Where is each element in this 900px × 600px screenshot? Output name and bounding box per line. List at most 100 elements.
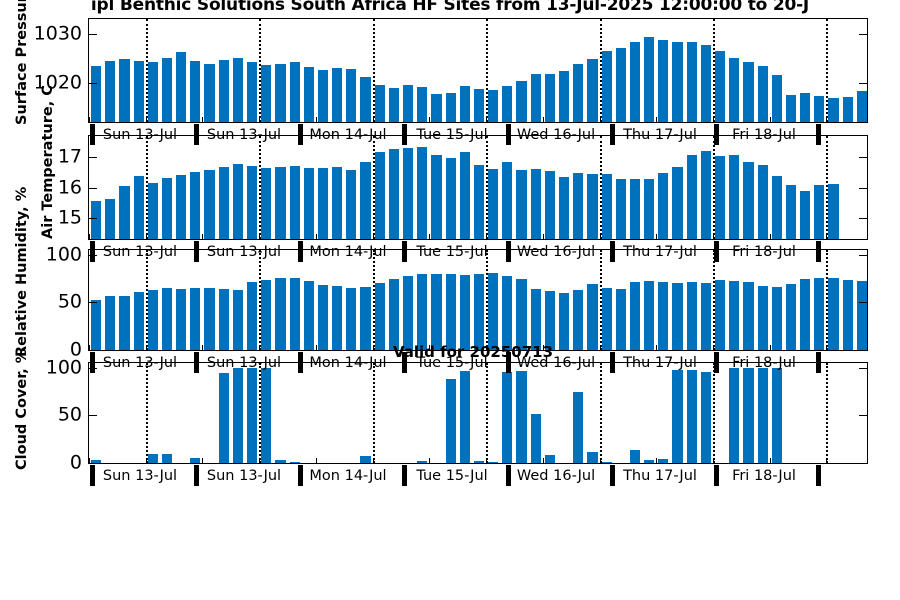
x-tick-mark <box>315 458 317 463</box>
day-separator-dotted <box>713 363 715 463</box>
y-tick-mark-right <box>859 368 868 370</box>
bar <box>601 173 612 239</box>
day-separator-dotted <box>145 363 148 463</box>
bar <box>275 278 286 350</box>
bar <box>261 279 272 350</box>
bar <box>303 168 314 239</box>
y-tick-label: 16 <box>57 176 82 198</box>
x-axis-band-label: Mon 14-Jul <box>309 468 387 484</box>
y-tick-mark-right <box>859 33 868 35</box>
x-axis-band-label: Fri 18-Jul <box>732 127 796 143</box>
bar <box>700 151 711 239</box>
bar <box>615 289 626 350</box>
bar <box>204 170 215 239</box>
bar <box>757 65 768 122</box>
x-axis-major-separator <box>506 465 512 486</box>
bar <box>828 278 839 350</box>
bar <box>346 287 357 350</box>
bar <box>445 92 456 122</box>
bar <box>459 152 470 239</box>
bar <box>147 453 158 463</box>
bar <box>176 289 187 350</box>
bar <box>90 66 102 122</box>
day-separator-dotted <box>486 250 489 350</box>
bar <box>218 373 229 463</box>
x-tick-mark <box>429 458 431 463</box>
bar <box>289 165 300 239</box>
bar <box>587 283 598 350</box>
bar <box>402 84 414 122</box>
y-tick-label: 100 <box>45 356 82 379</box>
y-tick-mark-right <box>859 302 868 304</box>
bar <box>771 368 782 463</box>
bar <box>842 279 853 350</box>
bar <box>516 169 527 239</box>
bar <box>771 175 782 239</box>
day-separator-dotted <box>826 19 829 122</box>
bar <box>587 174 598 239</box>
x-axis-band-label: Sun 13-Jul <box>206 127 282 143</box>
x-axis-band-label: Tue 15-Jul <box>416 127 488 143</box>
bar <box>814 95 825 122</box>
x-axis-band-label: Tue 15-Jul <box>416 355 488 371</box>
bar <box>303 67 314 122</box>
bar <box>700 282 711 350</box>
bar <box>601 51 612 122</box>
bar <box>856 280 867 350</box>
x-tick-mark <box>542 345 544 350</box>
bar <box>658 40 669 122</box>
y-tick-mark-right <box>859 415 868 417</box>
y-tick-mark <box>88 415 97 417</box>
x-axis-major-separator <box>402 352 408 373</box>
y-tick-label: 50 <box>57 403 82 426</box>
bar <box>246 281 258 350</box>
bar <box>246 166 258 239</box>
x-axis-major-separator <box>402 241 408 262</box>
bar <box>147 183 158 239</box>
day-separator-dotted <box>599 19 602 122</box>
bar <box>119 296 130 350</box>
bar <box>743 162 754 239</box>
x-tick-mark <box>89 117 90 122</box>
x-tick-mark <box>769 345 771 350</box>
day-separator-dotted <box>372 363 375 463</box>
bar <box>771 286 782 350</box>
bar <box>828 184 839 239</box>
x-tick-mark <box>542 458 544 463</box>
bar <box>558 70 570 122</box>
bar <box>232 57 243 122</box>
bar <box>133 60 144 122</box>
x-axis-band-label: Tue 15-Jul <box>416 468 488 484</box>
day-separator-dotted <box>372 250 375 350</box>
bar <box>658 459 669 463</box>
y-tick-mark <box>88 302 97 304</box>
bar <box>516 371 527 463</box>
x-axis-major-separator <box>90 241 96 262</box>
panel-relative-humidity <box>88 249 868 351</box>
bar <box>814 185 825 239</box>
y-tick-mark <box>88 157 97 159</box>
bar <box>516 80 527 122</box>
bar <box>374 85 385 122</box>
x-axis-band-label: Sun 13-Jul <box>102 127 178 143</box>
bar <box>360 162 371 239</box>
bar <box>289 62 300 122</box>
bar <box>644 460 655 463</box>
y-tick-label: 1030 <box>33 22 82 45</box>
day-separator-dotted <box>599 136 602 239</box>
bar <box>360 77 371 122</box>
y-tick-mark <box>88 82 97 84</box>
bar <box>402 276 414 350</box>
x-axis-major-separator <box>610 352 616 373</box>
bar <box>743 281 754 350</box>
day-separator-dotted <box>826 136 829 239</box>
bar <box>658 281 669 350</box>
x-tick-mark <box>542 117 544 122</box>
bar <box>317 70 329 122</box>
bar <box>686 154 697 239</box>
plot-area-relative-humidity <box>89 250 867 350</box>
x-tick-mark <box>202 458 204 463</box>
bar <box>147 61 158 122</box>
bar <box>431 93 442 122</box>
